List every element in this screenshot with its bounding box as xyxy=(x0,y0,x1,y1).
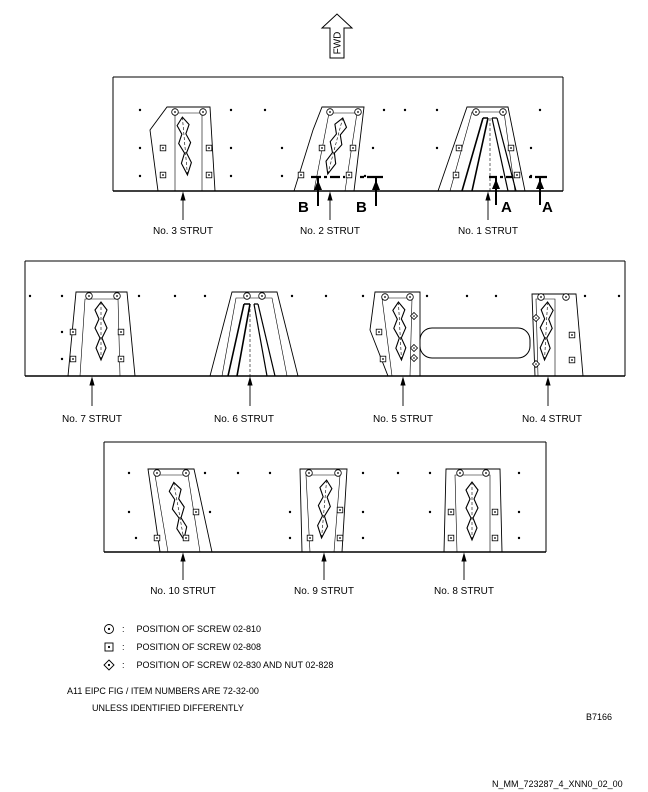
drawing-id: N_MM_723287_4_XNN0_02_00 xyxy=(492,779,623,789)
strut-5-label: No. 5 STRUT xyxy=(373,414,433,425)
strut-6-label: No. 6 STRUT xyxy=(214,414,274,425)
circle-screw-icon xyxy=(102,622,116,636)
legend-text: POSITION OF SCREW 02-810 xyxy=(136,624,262,634)
strut-4-fitting xyxy=(531,293,584,377)
strut-7-label: No. 7 STRUT xyxy=(62,414,122,425)
strut-9-label: No. 9 STRUT xyxy=(294,586,354,597)
strut-4-label: No. 4 STRUT xyxy=(522,414,582,425)
strut-8-label: No. 8 STRUT xyxy=(434,586,494,597)
eipc-note-line1: A11 EIPC FIG / ITEM NUMBERS ARE 72-32-00 xyxy=(67,686,259,696)
legend-text: POSITION OF SCREW 02-808 xyxy=(136,642,262,652)
strut-5-fitting xyxy=(369,291,421,377)
legend-row-screw-02-810: : POSITION OF SCREW 02-810 xyxy=(102,622,261,636)
leader-arrows xyxy=(89,191,551,580)
figure-code: B7166 xyxy=(586,712,613,722)
square-screw-icon xyxy=(102,640,116,654)
strut-3-fitting xyxy=(149,106,216,192)
strut-3-label: No. 3 STRUT xyxy=(153,226,213,237)
strut-1-fitting xyxy=(437,106,547,205)
strut-8-fitting xyxy=(443,468,503,553)
cut-label-b-right: B xyxy=(356,199,367,216)
strut-6-fitting xyxy=(209,291,299,385)
strut-9-fitting xyxy=(299,468,348,553)
access-panel xyxy=(419,327,531,359)
strut-7-fitting xyxy=(67,291,136,377)
strut-10-fitting xyxy=(147,468,213,553)
legend-text: POSITION OF SCREW 02-830 AND NUT 02-828 xyxy=(136,660,334,670)
cut-label-a-left: A xyxy=(501,199,512,216)
strut-2-fitting xyxy=(293,106,383,206)
cut-label-b-left: B xyxy=(298,199,309,216)
strut-10-label: No. 10 STRUT xyxy=(150,586,216,597)
fwd-arrow: FWD xyxy=(320,13,354,59)
strut-2-label: No. 2 STRUT xyxy=(300,226,360,237)
diamond-screw-icon xyxy=(102,658,116,672)
strut-1-label: No. 1 STRUT xyxy=(458,226,518,237)
legend-row-screw-02-808: : POSITION OF SCREW 02-808 xyxy=(102,640,261,654)
panel-middle-rivets xyxy=(28,294,621,361)
fwd-label: FWD xyxy=(333,32,344,55)
eipc-note-line2: UNLESS IDENTIFIED DIFFERENTLY xyxy=(92,703,244,713)
panel-lower-rivets xyxy=(127,471,521,540)
legend-row-screw-02-830: : POSITION OF SCREW 02-830 AND NUT 02-82… xyxy=(102,658,333,672)
cut-label-a-right: A xyxy=(542,199,553,216)
panel-upper-rivets xyxy=(138,108,542,178)
